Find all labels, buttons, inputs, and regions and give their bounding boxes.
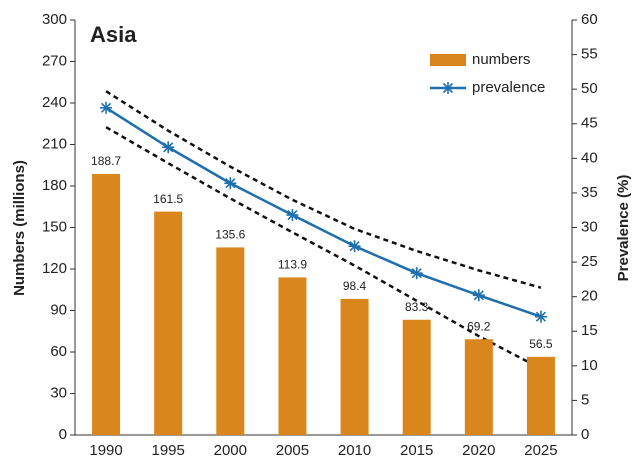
bar bbox=[526, 356, 555, 435]
marker-stroke bbox=[442, 82, 454, 94]
marker bbox=[472, 289, 485, 302]
marker-stroke bbox=[473, 290, 484, 301]
marker-stroke bbox=[163, 142, 174, 153]
bar bbox=[340, 298, 369, 435]
y-tick-label: 180 bbox=[42, 177, 67, 194]
x-tick-label: 2025 bbox=[524, 442, 557, 459]
x-tick-label: 1995 bbox=[152, 442, 185, 459]
bar bbox=[154, 211, 183, 435]
x-tick-label: 2010 bbox=[338, 442, 371, 459]
bar bbox=[216, 247, 245, 435]
y2-tick-label: 20 bbox=[581, 288, 598, 305]
y-tick-label: 60 bbox=[50, 343, 67, 360]
y2-tick-label: 35 bbox=[581, 184, 598, 201]
y2-tick-label: 30 bbox=[581, 218, 598, 235]
marker bbox=[286, 209, 299, 222]
legend-swatch bbox=[430, 54, 466, 66]
data-label: 56.5 bbox=[529, 337, 553, 351]
y2-tick-label: 10 bbox=[581, 357, 598, 374]
data-label: 69.2 bbox=[467, 319, 491, 333]
y2-tick-label: 5 bbox=[581, 391, 589, 408]
legend-label: numbers bbox=[472, 51, 530, 68]
line bbox=[105, 106, 542, 318]
y-tick-label: 150 bbox=[42, 218, 67, 235]
y-tick-label: 210 bbox=[42, 135, 67, 152]
marker-stroke bbox=[287, 209, 298, 221]
data-label: 161.5 bbox=[153, 192, 183, 206]
y2-tick-label: 0 bbox=[581, 426, 589, 443]
y2-tick-label: 15 bbox=[581, 322, 598, 339]
y2-tick-label: 45 bbox=[581, 115, 598, 132]
x-tick-label: 2005 bbox=[276, 442, 309, 459]
y2-axis-title: Prevalence (%) bbox=[615, 175, 632, 282]
marker bbox=[534, 310, 547, 323]
data-label: 188.7 bbox=[91, 154, 121, 168]
y-tick-label: 90 bbox=[50, 301, 67, 318]
data-label: 98.4 bbox=[343, 279, 367, 293]
bar bbox=[92, 173, 121, 435]
y-tick-label: 30 bbox=[50, 384, 67, 401]
y-tick-label: 0 bbox=[59, 426, 67, 443]
y-tick-label: 120 bbox=[42, 260, 67, 277]
marker bbox=[162, 141, 175, 154]
x-tick-label: 1990 bbox=[89, 442, 122, 459]
marker bbox=[224, 177, 237, 190]
legend-marker bbox=[442, 82, 454, 94]
marker-stroke bbox=[411, 268, 422, 279]
marker bbox=[348, 240, 361, 253]
bar bbox=[402, 319, 431, 435]
x-tick-label: 2020 bbox=[462, 442, 495, 459]
data-label: 83.3 bbox=[405, 300, 429, 314]
marker-stroke bbox=[225, 178, 236, 189]
data-label: 113.9 bbox=[278, 258, 307, 272]
y-tick-label: 300 bbox=[42, 11, 67, 28]
y2-tick-label: 25 bbox=[581, 253, 598, 270]
y2-tick-label: 60 bbox=[581, 11, 598, 28]
y2-tick-label: 55 bbox=[581, 46, 598, 63]
y-tick-label: 270 bbox=[42, 52, 67, 69]
marker-stroke bbox=[100, 102, 112, 113]
marker-stroke bbox=[535, 311, 547, 322]
x-tick-label: 2015 bbox=[400, 442, 433, 459]
marker-stroke bbox=[349, 241, 360, 252]
x-tick-label: 2000 bbox=[214, 442, 247, 459]
bar bbox=[464, 339, 493, 435]
marker bbox=[100, 101, 113, 114]
legend-label: prevalence bbox=[472, 79, 545, 96]
y2-tick-label: 40 bbox=[581, 149, 598, 166]
bar bbox=[278, 277, 307, 435]
data-label: 135.6 bbox=[215, 228, 245, 242]
chart-title: Asia bbox=[90, 22, 137, 47]
marker bbox=[410, 267, 423, 280]
bound-line bbox=[105, 126, 542, 370]
bound-line bbox=[105, 90, 542, 289]
y2-tick-label: 50 bbox=[581, 80, 598, 97]
y-tick-label: 240 bbox=[42, 94, 67, 111]
y-axis-title: Numbers (millions) bbox=[11, 160, 28, 296]
